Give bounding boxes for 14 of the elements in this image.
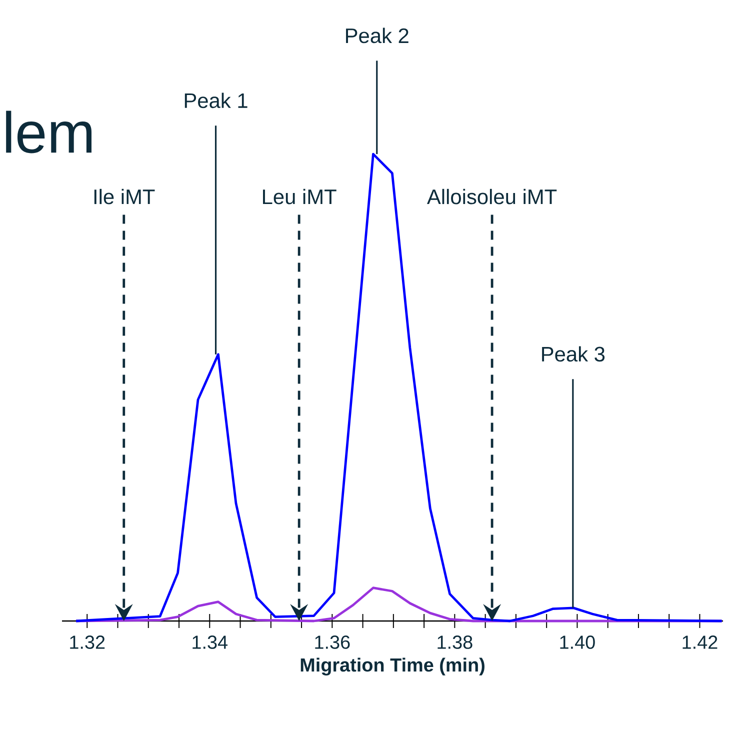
x-tick-label: 1.32 [70,636,105,649]
x-axis-title: Migration Time (min) [300,658,484,676]
annotation: Peak 1 [184,92,248,108]
ref-line-label: Leu iMT [263,188,336,204]
ref-line-label: Ile iMT [94,188,155,204]
text: lem [6,110,92,154]
x-tick-label: 1.42 [682,636,718,649]
ref-line-label: Alloisoleu iMT [426,188,557,204]
annotation: Peak 2 [346,28,408,44]
x-tick-label: 1.40 [560,636,595,649]
annotation: Peak 3 [542,346,605,362]
x-tick-label: 1.38 [438,636,472,649]
x-tick-label: 1.34 [192,636,228,649]
x-tick-label: 1.36 [315,636,350,649]
